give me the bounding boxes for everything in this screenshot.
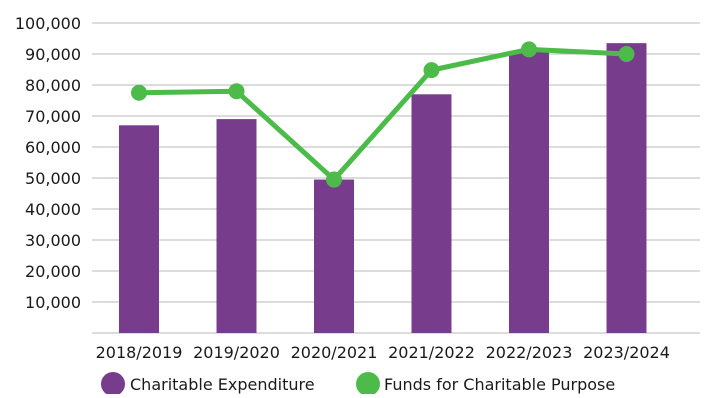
x-tick-label: 2018/2019 (96, 343, 183, 362)
y-tick-label: 30,000 (25, 231, 81, 250)
x-tick-label: 2021/2022 (388, 343, 475, 362)
y-tick-label: 50,000 (25, 169, 81, 188)
x-axis-tick-labels: 2018/2019 2019/2020 2020/2021 2021/2022 2022… (96, 343, 670, 362)
y-tick-label: 100,000 (15, 14, 81, 33)
y-tick-label: 60,000 (25, 138, 81, 157)
y-axis-tick-labels: 10,000 20,000 30,000 40,000 50,000 60,000 70,0… (15, 14, 81, 312)
legend-marker (101, 372, 125, 396)
y-tick-label: 40,000 (25, 200, 81, 219)
gridlines (92, 22, 700, 334)
bar-charitable-expenditure (411, 94, 452, 333)
bar-charitable-expenditure (119, 125, 159, 333)
line-point-funds-for-charitable-purpose (326, 171, 342, 188)
y-tick-label: 90,000 (25, 45, 81, 64)
y-tick-label: 70,000 (25, 107, 81, 126)
bar-series (119, 43, 647, 334)
x-tick-label: 2023/2024 (583, 343, 670, 362)
line-point-funds-for-charitable-purpose (521, 41, 537, 58)
legend-item: Funds for Charitable Purpose (356, 372, 615, 396)
y-tick-label: 80,000 (25, 76, 81, 95)
y-tick-label: 10,000 (25, 293, 81, 312)
line-funds-for-charitable-purpose (136, 46, 629, 183)
y-tick-label: 20,000 (25, 262, 81, 281)
legend: Charitable Expenditure Funds for Charitab… (101, 372, 615, 396)
line-point-funds-for-charitable-purpose (618, 46, 635, 62)
legend-label: Funds for Charitable Purpose (384, 375, 615, 394)
x-tick-label: 2020/2021 (291, 343, 378, 362)
bar-charitable-expenditure (314, 179, 354, 333)
legend-marker (356, 372, 380, 396)
bar-charitable-expenditure (216, 119, 257, 333)
x-tick-label: 2022/2023 (486, 343, 573, 362)
legend-label: Charitable Expenditure (130, 375, 315, 394)
bar-charitable-expenditure (509, 50, 549, 334)
line-point-funds-for-charitable-purpose (423, 62, 440, 79)
line-series (131, 41, 635, 188)
legend-item: Charitable Expenditure (101, 372, 315, 396)
line-point-funds-for-charitable-purpose (131, 84, 147, 101)
bar-charitable-expenditure (606, 43, 647, 334)
x-tick-label: 2019/2020 (193, 343, 280, 362)
line-point-funds-for-charitable-purpose (228, 83, 245, 100)
